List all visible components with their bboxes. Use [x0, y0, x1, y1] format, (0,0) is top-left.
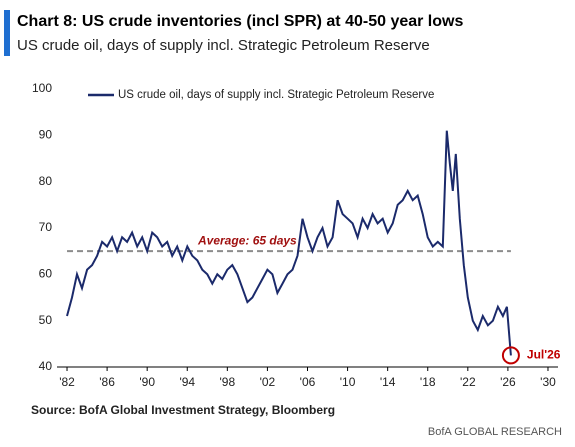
y-tick-label: 100 [32, 81, 52, 95]
x-tick-label: '90 [139, 375, 155, 389]
brand: BofA GLOBAL RESEARCH [428, 426, 562, 438]
y-tick-label: 80 [39, 174, 53, 188]
data-line [66, 130, 512, 356]
y-tick-label: 70 [39, 220, 53, 234]
x-tick-label: '06 [300, 375, 316, 389]
highlight-label: Jul'26 [527, 348, 561, 362]
x-tick-label: '18 [420, 375, 436, 389]
x-tick-label: '26 [500, 375, 516, 389]
chart-subtitle: US crude oil, days of supply incl. Strat… [17, 37, 430, 54]
x-tick-label: '14 [380, 375, 396, 389]
x-tick-label: '86 [99, 375, 115, 389]
x-tick-label: '10 [340, 375, 356, 389]
average-label: Average: 65 days [197, 233, 297, 247]
legend-label: US crude oil, days of supply incl. Strat… [118, 89, 434, 101]
source-note: Source: BofA Global Investment Strategy,… [31, 403, 335, 417]
x-tick-label: '94 [179, 375, 195, 389]
x-tick-label: '98 [220, 375, 236, 389]
chart-title: Chart 8: US crude inventories (incl SPR)… [17, 13, 463, 30]
y-tick-label: 60 [39, 267, 53, 281]
title-accent [4, 10, 10, 56]
x-tick-label: '22 [460, 375, 476, 389]
highlight-circle [501, 346, 520, 365]
y-tick-label: 90 [39, 128, 53, 142]
x-tick-label: '30 [540, 375, 556, 389]
x-tick-label: '82 [59, 375, 75, 389]
y-tick-label: 40 [39, 359, 53, 373]
y-tick-label: 50 [39, 313, 53, 327]
x-tick-label: '02 [260, 375, 276, 389]
